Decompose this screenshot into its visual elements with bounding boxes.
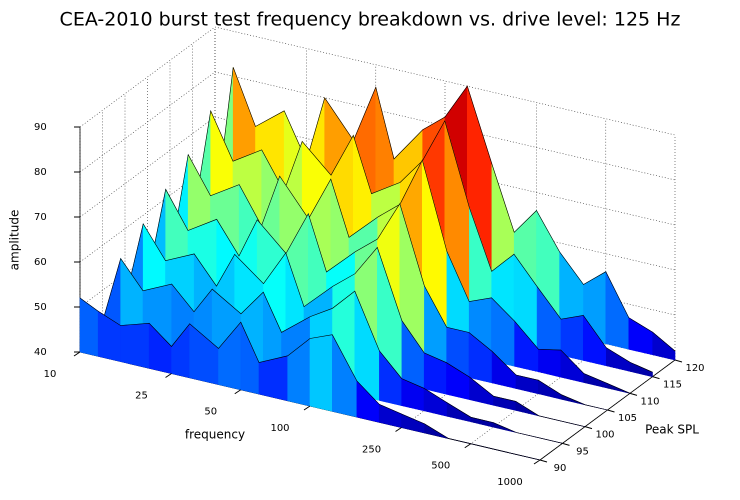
x-tick — [165, 373, 172, 378]
y-tick — [584, 426, 593, 430]
surface-segment — [446, 402, 472, 423]
z-axis-label: amplitude — [8, 210, 22, 271]
y-tick-label: 120 — [685, 363, 704, 374]
x-tick — [73, 351, 81, 357]
surface-segment — [652, 331, 676, 361]
y-tick-label: 95 — [576, 446, 589, 457]
surface-segment — [120, 322, 150, 369]
x-tick-label: 250 — [362, 444, 381, 455]
surface-segment — [605, 347, 631, 372]
x-tick-label: 10 — [44, 369, 57, 380]
x-axis-label: frequency — [185, 428, 245, 442]
z-tick-label: 80 — [34, 167, 47, 178]
y-tick-label: 100 — [595, 430, 614, 441]
slice-line — [214, 67, 676, 352]
x-tick-label: 1000 — [497, 477, 522, 488]
surface-segment — [378, 403, 402, 428]
grid-line — [214, 26, 676, 136]
z-tick-label: 70 — [34, 212, 47, 223]
surface-segment — [538, 348, 562, 378]
surface-segment — [79, 297, 99, 357]
grid-line — [79, 71, 216, 173]
z-tick-label: 90 — [34, 122, 47, 133]
y-tick — [539, 459, 548, 463]
grid-line — [79, 26, 216, 128]
y-tick-label: 90 — [554, 463, 567, 474]
z-tick-label: 40 — [34, 347, 47, 358]
slice-line — [102, 257, 563, 444]
surface-segment — [628, 317, 654, 356]
x-tick-label: 500 — [431, 461, 450, 472]
surface-segment — [401, 413, 425, 434]
surface-segment — [258, 355, 289, 402]
slice-line — [147, 188, 608, 411]
grid-line — [79, 116, 216, 218]
grid-line — [79, 161, 216, 263]
surface-segment — [470, 416, 494, 428]
surface-segment — [537, 379, 562, 400]
y-tick — [629, 392, 638, 396]
y-tick — [674, 359, 683, 363]
y-tick — [562, 442, 570, 446]
x-tick — [303, 405, 311, 411]
surface-segment — [629, 361, 653, 378]
x-tick — [464, 443, 472, 449]
grid-line — [214, 71, 676, 181]
y-tick-label: 115 — [663, 380, 682, 391]
x-tick-label: 50 — [204, 407, 217, 418]
y-tick — [652, 376, 660, 380]
x-tick — [234, 389, 242, 395]
x-tick-label: 25 — [135, 390, 148, 401]
y-tick — [607, 409, 615, 413]
y-tick-label: 110 — [640, 396, 659, 407]
y-axis-label: Peak SPL — [645, 423, 699, 437]
x-tick — [533, 459, 541, 465]
slice-line — [79, 297, 541, 461]
y-tick-label: 105 — [618, 413, 637, 424]
x-tick-label: 100 — [270, 423, 289, 434]
surface-segment — [309, 334, 333, 412]
surface-segment — [493, 395, 517, 411]
z-tick-label: 60 — [34, 257, 47, 268]
z-tick-label: 50 — [34, 302, 47, 313]
surface-segment — [583, 373, 609, 389]
x-tick — [395, 427, 402, 432]
slice-line — [124, 223, 586, 427]
chart-title: CEA-2010 burst test frequency breakdown … — [60, 9, 681, 31]
